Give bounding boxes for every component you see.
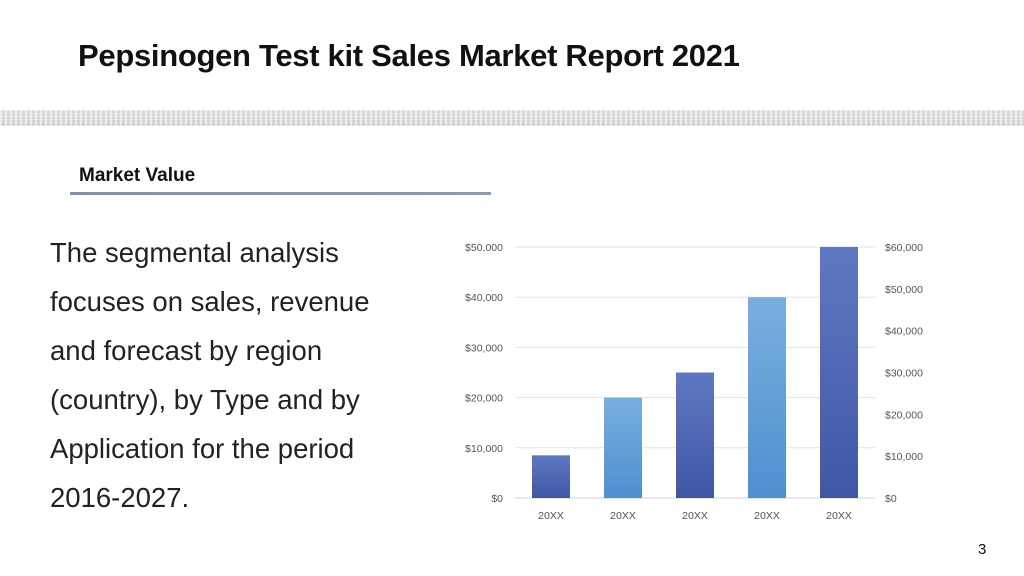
section-label: Market Value <box>79 165 196 186</box>
bar <box>676 372 714 498</box>
left-tick-label: $40,000 <box>465 292 503 304</box>
bar <box>532 455 570 498</box>
x-axis-labels: 20XX 20XX 20XX 20XX 20XX <box>538 510 852 522</box>
decorative-texture-band <box>0 110 1024 126</box>
left-tick-label: $30,000 <box>465 342 503 354</box>
right-tick-label: $40,000 <box>885 326 923 338</box>
bars <box>532 247 858 498</box>
section-underline <box>70 192 491 195</box>
body-paragraph: The segmental analysis focuses on sales,… <box>50 237 370 513</box>
x-tick-label: 20XX <box>826 510 852 522</box>
slide-title: Pepsinogen Test kit Sales Market Report … <box>78 38 740 73</box>
right-tick-label: $50,000 <box>885 284 923 296</box>
left-axis-labels: $0 $10,000 $20,000 $30,000 $40,000 $50,000 <box>465 242 503 505</box>
right-tick-label: $20,000 <box>885 409 923 421</box>
page-number: 3 <box>978 541 987 558</box>
left-tick-label: $20,000 <box>465 393 503 405</box>
right-axis-labels: $0 $10,000 $20,000 $30,000 $40,000 $50,000 $60… <box>885 242 923 505</box>
x-tick-label: 20XX <box>754 510 780 522</box>
right-tick-label: $60,000 <box>885 242 923 254</box>
left-tick-label: $10,000 <box>465 443 503 455</box>
left-tick-label: $50,000 <box>465 242 503 254</box>
left-tick-label: $0 <box>491 493 503 505</box>
x-tick-label: 20XX <box>610 510 636 522</box>
bar <box>604 397 642 498</box>
right-tick-label: $0 <box>885 493 897 505</box>
bar <box>820 247 858 498</box>
right-tick-label: $10,000 <box>885 451 923 463</box>
x-tick-label: 20XX <box>538 510 564 522</box>
right-tick-label: $30,000 <box>885 368 923 380</box>
x-tick-label: 20XX <box>682 510 708 522</box>
market-value-bar-chart: $0 $10,000 $20,000 $30,000 $40,000 $50,000 $0… <box>465 242 923 522</box>
bar <box>748 297 786 498</box>
